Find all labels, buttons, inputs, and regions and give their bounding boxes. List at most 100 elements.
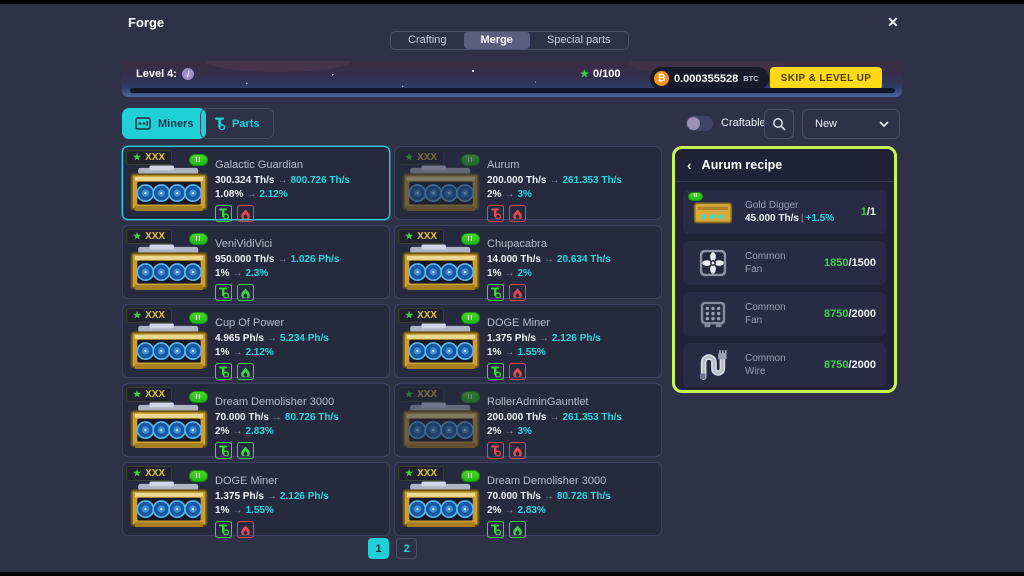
back-icon[interactable]: ‹ bbox=[687, 157, 692, 173]
level-label: Level 4: bbox=[136, 68, 177, 80]
recipe-part-row: Common Wire 8750/2000 bbox=[683, 343, 886, 387]
status-icons bbox=[487, 442, 653, 459]
miner-card[interactable]: ★ XXX II Dream Demolisher 3000 70.000 Th/… bbox=[394, 462, 662, 538]
parts-filter-button[interactable]: Parts bbox=[200, 108, 274, 139]
screw-icon bbox=[487, 521, 504, 538]
hashrate-line: 300.324 Th/s → 800.726 Th/s bbox=[215, 175, 350, 186]
sort-dropdown[interactable]: New bbox=[802, 109, 900, 139]
miner-name: Aurum bbox=[487, 159, 520, 171]
boost-line: 1% → 1.55% bbox=[215, 505, 274, 516]
burn-icon bbox=[237, 284, 254, 301]
screw-icon bbox=[215, 521, 232, 538]
star-level-badge: ★ XXX bbox=[398, 308, 445, 323]
star-icon: ★ bbox=[405, 389, 414, 399]
miner-card[interactable]: ★ XXX II Dream Demolisher 3000 70.000 Th/… bbox=[122, 383, 390, 459]
boost-line: 1% → 2.3% bbox=[215, 268, 269, 279]
screw-icon bbox=[215, 442, 232, 459]
miners-filter-label: Miners bbox=[158, 117, 194, 130]
miner-image bbox=[130, 480, 208, 528]
pause-badge: II bbox=[189, 470, 208, 482]
page-button-2[interactable]: 2 bbox=[396, 538, 417, 559]
miner-card[interactable]: ★ XXX II VeniVidiVici 950.000 Th/s → 1.026 … bbox=[122, 225, 390, 301]
screw-icon bbox=[215, 284, 232, 301]
part-name: Wire bbox=[745, 366, 766, 377]
result-stats: 45.000 Th/s | +1.5% bbox=[745, 212, 835, 224]
miner-image bbox=[130, 243, 208, 291]
level-progress-track bbox=[130, 88, 895, 93]
heatsink-fan-icon bbox=[700, 301, 726, 328]
pause-badge: II bbox=[461, 391, 480, 403]
status-icons bbox=[215, 284, 381, 301]
hashrate-line: 1.375 Ph/s → 2.126 Ph/s bbox=[487, 333, 601, 344]
star-level-badge: ★ XXX bbox=[398, 466, 445, 481]
miner-image bbox=[402, 401, 480, 449]
burn-icon bbox=[237, 205, 254, 222]
craftable-toggle[interactable] bbox=[686, 116, 713, 131]
badge-label: XXX bbox=[145, 468, 166, 479]
part-rarity: Common bbox=[745, 302, 786, 313]
boost-line: 1% → 2.12% bbox=[215, 347, 274, 358]
status-icons bbox=[215, 205, 381, 222]
miners-filter-button[interactable]: Miners bbox=[122, 108, 207, 139]
miner-info: Aurum 200.000 Th/s → 261.353 Th/s 2% → 3% bbox=[487, 159, 653, 222]
miner-info: DOGE Miner 1.375 Ph/s → 2.126 Ph/s 1% → 1.55… bbox=[215, 475, 381, 538]
part-count: 8750/2000 bbox=[823, 308, 876, 320]
boost-line: 2% → 3% bbox=[487, 189, 532, 200]
fan-icon bbox=[699, 249, 727, 277]
burn-icon bbox=[509, 363, 526, 380]
skip-level-up-button[interactable]: SKIP & LEVEL UP bbox=[770, 67, 882, 90]
badge-label: XXX bbox=[145, 152, 166, 163]
page-title: Forge bbox=[128, 15, 165, 30]
miner-card[interactable]: ★ XXX II Cup Of Power 4.965 Ph/s → 5.234 Ph… bbox=[122, 304, 390, 380]
star-level-badge: ★ XXX bbox=[398, 150, 445, 165]
page-button-1[interactable]: 1 bbox=[368, 538, 389, 559]
miner-card[interactable]: ★ XXX II DOGE Miner 1.375 Ph/s → 2.126 Ph/s… bbox=[122, 462, 390, 538]
miner-card[interactable]: ★ XXX II DOGE Miner 1.375 Ph/s → 2.126 Ph/s… bbox=[394, 304, 662, 380]
badge-label: XXX bbox=[145, 231, 166, 242]
tab-merge[interactable]: Merge bbox=[463, 32, 530, 49]
tab-crafting[interactable]: Crafting bbox=[408, 34, 447, 46]
miner-card[interactable]: ★ XXX II Galactic Guardian 300.324 Th/s → 8… bbox=[122, 146, 390, 222]
recipe-part-row: Common Fan 8750/2000 bbox=[683, 292, 886, 336]
miner-info: Chupacabra 14.000 Th/s → 20.634 Th/s 1% → 2% bbox=[487, 238, 653, 301]
hashrate-line: 950.000 Th/s → 1.026 Ph/s bbox=[215, 254, 340, 265]
badge-label: XXX bbox=[145, 389, 166, 400]
miner-name: Cup Of Power bbox=[215, 317, 285, 329]
star-icon: ★ bbox=[405, 152, 414, 162]
star-icon: ★ bbox=[580, 68, 589, 80]
star-level-badge: ★ XXX bbox=[398, 229, 445, 244]
info-icon[interactable]: i bbox=[181, 68, 194, 80]
level-progress-count: ★ 0/100 bbox=[580, 68, 621, 80]
badge-label: XXX bbox=[417, 310, 438, 321]
burn-icon bbox=[237, 521, 254, 538]
part-name: Fan bbox=[745, 315, 763, 326]
badge-label: XXX bbox=[145, 310, 166, 321]
miner-card[interactable]: ★ XXX II Chupacabra 14.000 Th/s → 20.634 Th… bbox=[394, 225, 662, 301]
result-name: Gold Digger bbox=[745, 199, 799, 211]
star-icon: ★ bbox=[133, 468, 142, 478]
gold-digger-image bbox=[693, 202, 733, 223]
recipe-title: Aurum recipe bbox=[701, 158, 783, 172]
part-name: Fan bbox=[745, 264, 763, 275]
forge-tabs: Crafting Merge Special parts bbox=[390, 31, 629, 50]
star-level-badge: ★ XXX bbox=[126, 308, 173, 323]
close-icon[interactable]: ✕ bbox=[887, 14, 899, 30]
miner-image bbox=[402, 322, 480, 370]
tab-special-parts[interactable]: Special parts bbox=[546, 34, 611, 46]
pause-badge: II bbox=[461, 312, 480, 324]
boost-line: 2% → 3% bbox=[487, 426, 532, 437]
level-label-group: Level 4: i bbox=[136, 68, 194, 80]
miner-image bbox=[402, 164, 480, 212]
miner-card[interactable]: ★ XXX II Aurum 200.000 Th/s → 261.353 Th/s … bbox=[394, 146, 662, 222]
miner-card[interactable]: ★ XXX II RollerAdminGauntlet 200.000 Th/s… bbox=[394, 383, 662, 459]
burn-icon bbox=[509, 205, 526, 222]
status-icons bbox=[215, 363, 381, 380]
badge-label: XXX bbox=[417, 152, 438, 163]
search-button[interactable] bbox=[764, 109, 794, 139]
miner-grid: ★ XXX II Galactic Guardian 300.324 Th/s → 8… bbox=[122, 146, 662, 538]
screw-icon bbox=[487, 284, 504, 301]
pause-badge: II bbox=[189, 233, 208, 245]
hashrate-line: 14.000 Th/s → 20.634 Th/s bbox=[487, 254, 611, 265]
burn-icon bbox=[237, 363, 254, 380]
miner-image bbox=[402, 243, 480, 291]
